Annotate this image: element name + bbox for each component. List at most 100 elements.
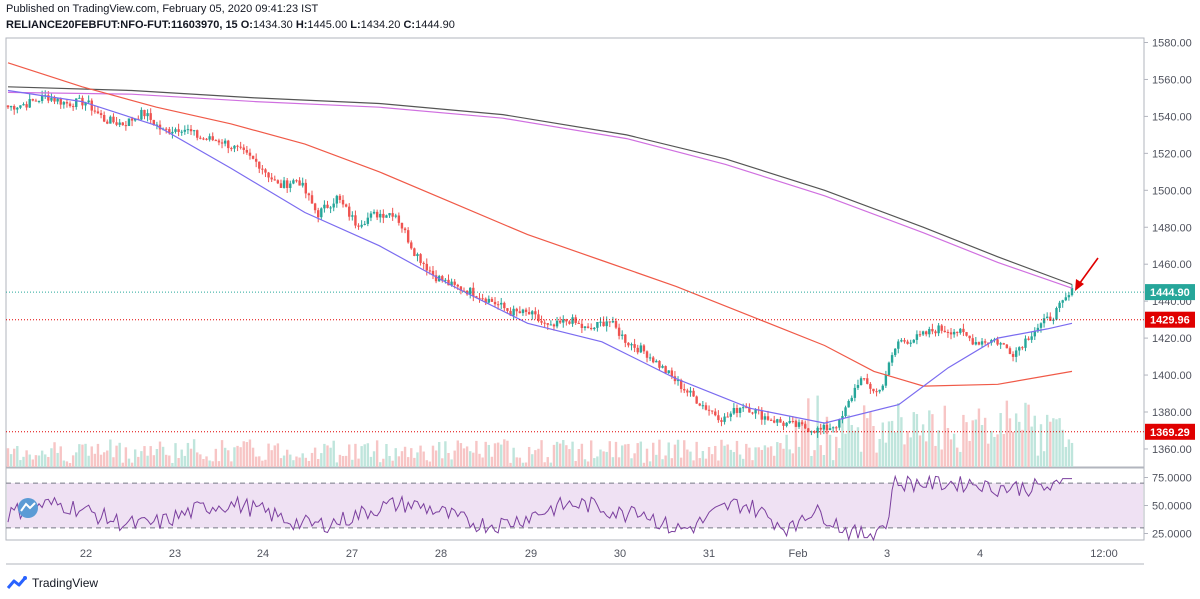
candle-down	[866, 378, 869, 384]
candle-down	[419, 254, 422, 263]
candle-down	[189, 129, 193, 132]
candle-up	[661, 366, 664, 368]
candle-up	[87, 100, 90, 103]
candle-down	[382, 213, 385, 218]
candle-up	[912, 339, 915, 343]
candle-down	[624, 334, 627, 343]
candle-up	[360, 224, 363, 227]
volume-bar	[741, 458, 745, 467]
tradingview-branding[interactable]: TradingView	[6, 574, 98, 592]
volume-bar	[1024, 402, 1027, 467]
brand-name: TradingView	[32, 576, 99, 590]
volume-bar	[354, 443, 357, 467]
volume-bar	[791, 453, 795, 467]
candle-down	[1027, 338, 1030, 340]
volume-bar	[887, 421, 891, 467]
candle-up	[282, 180, 286, 188]
candle-up	[630, 344, 633, 346]
volume-bar	[707, 447, 711, 467]
volume-bar	[282, 455, 286, 467]
candle-up	[487, 298, 491, 303]
volume-bar	[155, 449, 159, 467]
candle-up	[1052, 319, 1055, 321]
volume-bar	[366, 443, 370, 467]
volume-bar	[93, 453, 97, 467]
volume-bar	[804, 422, 807, 467]
candle-up	[146, 113, 149, 117]
candle-down	[934, 331, 937, 334]
candle-down	[348, 206, 351, 217]
tradingview-cloud-icon	[18, 498, 38, 518]
volume-bar	[807, 398, 810, 467]
volume-bar	[667, 442, 670, 467]
published-caption: Published on TradingView.com, February 0…	[6, 3, 319, 15]
candle-up	[320, 208, 323, 218]
candle-up	[611, 321, 615, 323]
candle-up	[155, 124, 159, 126]
candle-up	[959, 328, 962, 333]
candle-down	[679, 380, 683, 390]
candle-down	[565, 319, 568, 322]
volume-bar	[636, 443, 639, 467]
candle-up	[16, 107, 19, 110]
volume-bar	[872, 425, 875, 467]
open-value: 1434.30	[252, 19, 293, 31]
volume-bar	[627, 443, 630, 467]
candle-up	[500, 302, 503, 305]
volume-bar	[552, 444, 556, 467]
candle-down	[34, 100, 38, 102]
volume-bar	[726, 444, 729, 467]
volume-bar	[1033, 415, 1036, 467]
rsi-axis-label: 50.0000	[1152, 501, 1192, 513]
time-axis-label: 4	[977, 548, 983, 560]
volume-bar	[549, 462, 553, 467]
volume-bar	[165, 454, 168, 467]
candle-up	[676, 380, 680, 382]
candle-up	[952, 331, 956, 335]
volume-bar	[382, 458, 385, 467]
volume-bar	[925, 441, 928, 467]
rsi-axis-label: 75.0000	[1152, 473, 1192, 485]
candle-down	[586, 326, 590, 328]
time-axis-label: 31	[703, 548, 715, 560]
volume-bar	[25, 450, 28, 467]
candle-up	[884, 374, 888, 386]
volume-bar	[400, 451, 404, 467]
volume-bar	[921, 424, 925, 467]
volume-bar	[825, 416, 829, 467]
volume-bar	[301, 453, 304, 467]
candle-down	[692, 390, 695, 397]
candle-up	[19, 105, 22, 108]
volume-bar	[96, 443, 100, 467]
cloud-icon-glyph	[20, 502, 36, 512]
candle-down	[149, 113, 152, 120]
candle-down	[276, 180, 280, 184]
candle-down	[93, 110, 97, 112]
candle-up	[562, 319, 565, 323]
price-axis-label: 1480.00	[1152, 222, 1192, 234]
volume-bar	[115, 445, 118, 467]
volume-bar	[543, 462, 546, 467]
candle-down	[403, 228, 407, 231]
volume-bar	[490, 456, 494, 467]
volume-bar	[890, 420, 894, 467]
candle-down	[53, 97, 56, 102]
candle-down	[357, 225, 360, 227]
candle-down	[96, 111, 100, 114]
volume-bar	[996, 434, 999, 467]
low-label: L:	[350, 19, 361, 31]
volume-bar	[90, 446, 93, 467]
candle-up	[9, 106, 13, 108]
symbol-name: RELIANCE20FEBFUT:NFO-FUT:11603970, 15	[6, 19, 238, 31]
volume-bar	[512, 447, 515, 467]
candle-up	[109, 116, 112, 124]
candle-down	[199, 137, 202, 139]
volume-bar	[881, 422, 884, 467]
candle-down	[25, 104, 28, 108]
candle-up	[388, 213, 391, 216]
candle-down	[115, 122, 118, 125]
candle-down	[90, 100, 93, 111]
candle-up	[22, 104, 25, 106]
volume-bar	[589, 440, 593, 467]
